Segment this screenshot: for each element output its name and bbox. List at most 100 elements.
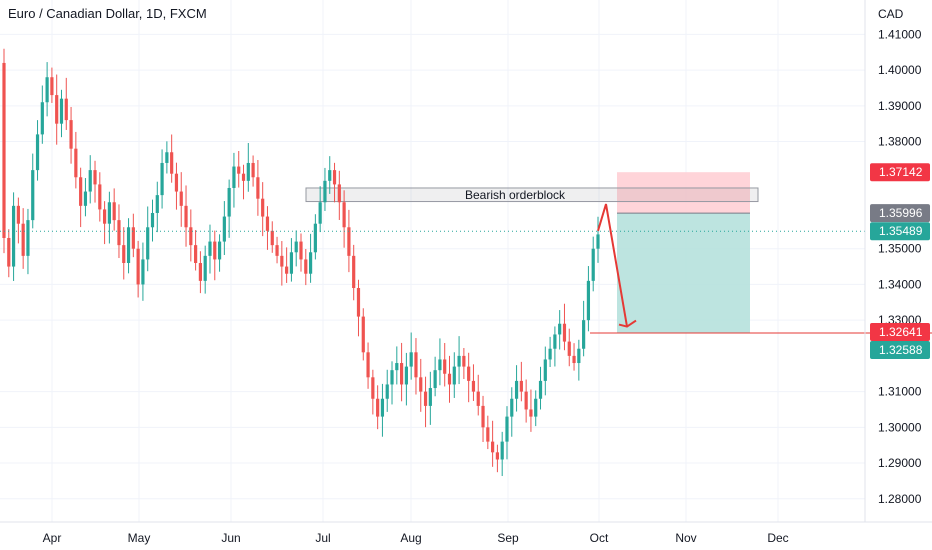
projection-arrow-head [618,319,637,328]
candle-body [64,98,68,121]
stop-price-tag: 1.37142 [870,163,930,182]
candle-body [567,341,571,356]
candle-body [486,427,490,442]
candle-body [491,441,495,453]
candle-body [404,366,408,385]
candle-body [184,205,188,228]
x-tick-label: May [128,531,151,545]
candle-body [16,205,20,224]
candle-body [332,170,337,185]
candle-body [26,220,30,256]
x-tick-label: Aug [400,531,421,545]
candle-body [572,355,576,364]
candle-body [7,237,11,267]
x-tick-label: Jul [315,531,330,545]
y-tick-label: 1.28000 [878,492,922,506]
candle-body [265,216,270,231]
candle-body [93,170,97,185]
stop-loss-zone [617,172,750,214]
x-tick-label: Jun [221,531,240,545]
candle-body [471,380,476,392]
x-tick-layer: Apr May Jun Jul Aug Sep Oct Nov Dec [43,531,789,545]
candle-body [356,288,361,317]
candle-body [519,380,523,392]
candle-body [505,416,509,442]
candle-body [280,255,284,267]
candle-body [141,259,145,285]
candle-body [146,227,150,260]
candle-body [591,248,595,281]
entry-price-value: 1.35996 [879,206,923,220]
candle-body [342,202,346,228]
candle-body [323,180,327,203]
x-tick-label: Nov [675,531,696,545]
candle-body [270,230,274,246]
candle-body [395,363,399,371]
candle-body [548,348,552,360]
x-tick-label: Apr [43,531,62,545]
y-tick-label: 1.41000 [878,27,922,41]
candle-body [462,355,466,367]
candle-body [246,162,250,181]
candle-body [538,380,543,399]
target-price-value: 1.32641 [879,325,923,339]
target-price-tag: 1.32641 [870,322,930,341]
candle-body [433,370,437,389]
candle-body [534,398,538,417]
y-tick-label: 1.31000 [878,385,922,399]
candle-body [83,191,88,206]
candle-body [409,352,413,367]
candle-body [50,77,54,96]
chart-title: Euro / Canadian Dollar, 1D, FXCM [8,6,207,21]
candle-body [285,266,289,274]
candle-body [443,359,447,374]
candle-body [275,245,279,256]
candle-body [69,120,73,149]
candle-body [596,234,600,249]
candle-body [510,398,514,417]
candle-body [390,370,394,385]
candle-body [308,252,313,274]
candle-body [428,388,432,406]
candle-body [107,202,111,224]
candle-body [586,280,591,321]
y-tick-label: 1.39000 [878,99,922,113]
candle-body [313,223,317,253]
candle-body [457,355,461,367]
candle-body [203,255,207,281]
candle-body [189,227,193,246]
candle-body [582,320,586,349]
candle-body [170,152,174,174]
candle-body [179,191,183,206]
candle-body [495,452,500,460]
candle-body [577,348,581,364]
candle-body [98,184,102,210]
candle-body [294,241,298,253]
candle-body [562,323,567,342]
candle-body [414,352,418,378]
candle-body [2,62,6,238]
candle-body [337,184,341,203]
last-price-value: 1.35489 [879,224,923,238]
candle-body [232,166,236,188]
candle-body [514,380,519,399]
candle-body [79,177,83,206]
line-layer [0,230,932,334]
bearish-orderblock-box [305,187,759,203]
current-price-value: 1.32588 [879,343,923,357]
candle-body [208,241,212,256]
candle-body [213,241,217,260]
candle-body [299,241,303,260]
candle-body [347,227,351,256]
candle-body [423,391,428,406]
candle-body [558,323,562,335]
candle-body [304,259,308,274]
candle-body [55,95,59,124]
candle-body [117,220,121,246]
candle-body [102,209,107,224]
y-tick-label: 1.34000 [878,277,922,291]
stop-price-value: 1.37142 [879,165,923,179]
candle-body [35,134,40,171]
candle-body [371,377,375,399]
